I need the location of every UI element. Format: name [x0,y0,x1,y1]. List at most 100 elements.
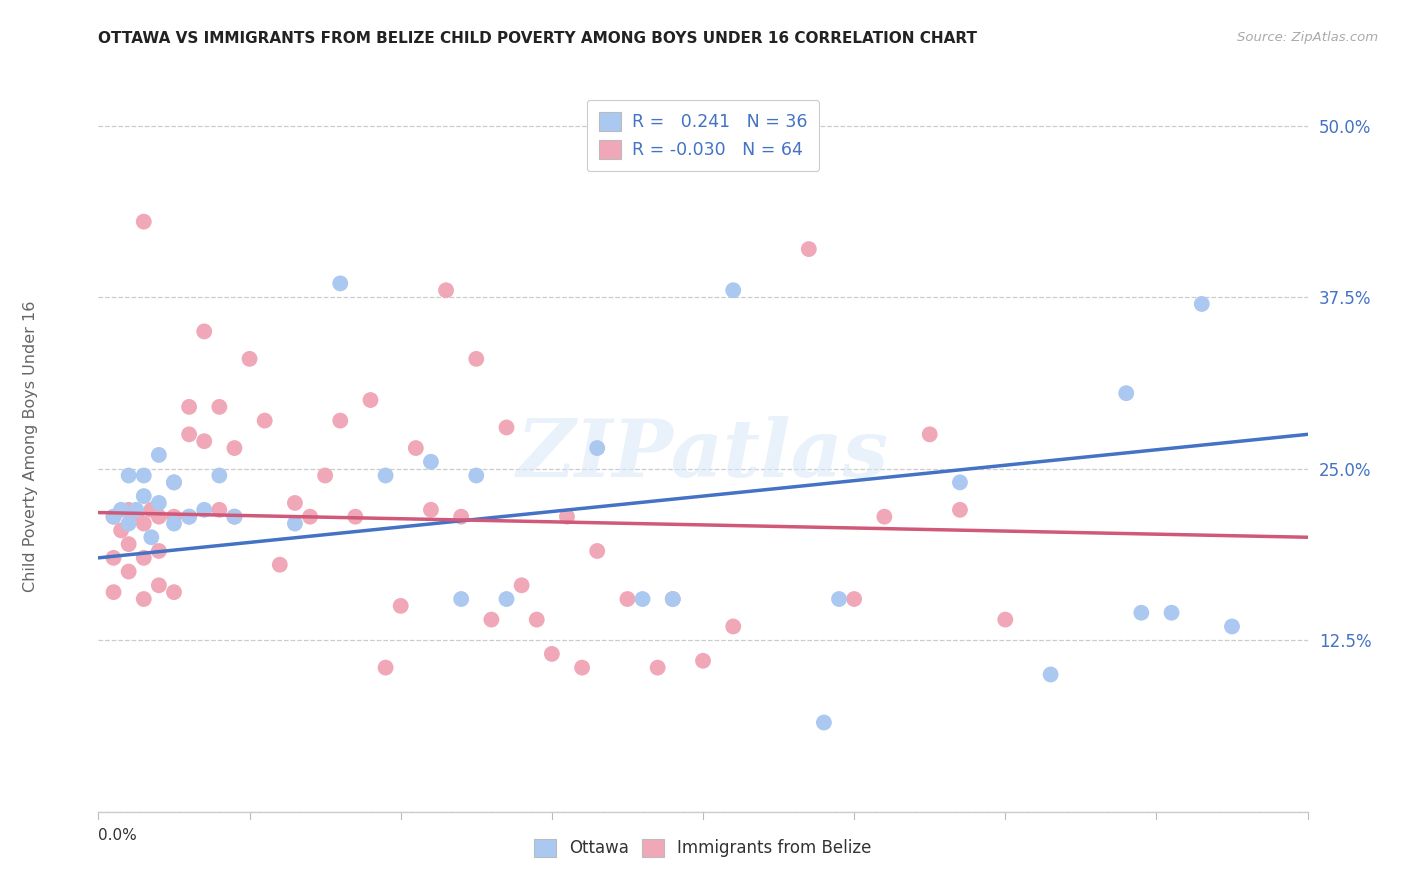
Point [510,578,533,592]
Point [540,647,562,661]
Point [555,509,578,524]
Point [284,496,307,510]
Point [193,434,215,449]
Point [586,441,609,455]
Point [465,468,488,483]
Text: Child Poverty Among Boys Under 16: Child Poverty Among Boys Under 16 [24,301,38,591]
Point [450,592,472,607]
Point [125,503,148,517]
Text: ZIPatlas: ZIPatlas [517,417,889,493]
Point [661,592,683,607]
Point [118,537,141,551]
Point [723,283,745,297]
Point [163,475,186,490]
Point [419,455,441,469]
Point [359,392,381,407]
Point [344,509,367,524]
Point [148,509,170,524]
Point [163,475,186,490]
Point [434,283,457,297]
Point [224,441,246,455]
Text: OTTAWA VS IMMIGRANTS FROM BELIZE CHILD POVERTY AMONG BOYS UNDER 16 CORRELATION C: OTTAWA VS IMMIGRANTS FROM BELIZE CHILD P… [98,31,977,46]
Point [465,351,488,366]
Point [118,503,141,517]
Point [299,509,322,524]
Point [110,503,132,517]
Point [768,112,790,126]
Point [389,599,412,613]
Point [132,489,155,503]
Point [495,592,517,607]
Point [148,448,170,462]
Point [1220,619,1243,633]
Point [329,277,352,291]
Point [179,509,201,524]
Point [118,468,141,483]
Point [132,550,155,565]
Point [873,509,896,524]
Point [994,613,1017,627]
Point [1130,606,1153,620]
Point [526,613,548,627]
Point [692,654,714,668]
Point [284,516,307,531]
Point [132,214,155,228]
Point [125,509,148,524]
Point [647,660,669,674]
Text: Source: ZipAtlas.com: Source: ZipAtlas.com [1237,31,1378,45]
Text: 0.0%: 0.0% [98,829,138,843]
Point [253,414,276,428]
Point [269,558,291,572]
Point [103,509,125,524]
Point [479,613,503,627]
Point [103,585,125,599]
Point [208,503,231,517]
Point [141,503,163,517]
Point [949,503,972,517]
Point [224,509,246,524]
Point [141,530,163,544]
Point [103,550,125,565]
Point [239,351,262,366]
Point [132,516,155,531]
Point [208,468,231,483]
Point [1039,667,1062,681]
Point [163,516,186,531]
Point [495,420,517,434]
Point [1160,606,1182,620]
Point [314,468,336,483]
Point [329,414,352,428]
Point [179,509,201,524]
Point [813,715,835,730]
Point [179,427,201,442]
Point [110,524,132,538]
Point [586,544,609,558]
Point [450,509,472,524]
Point [193,325,215,339]
Point [148,578,170,592]
Point [918,427,941,442]
Point [616,592,638,607]
Point [179,400,201,414]
Point [374,660,396,674]
Point [163,585,186,599]
Point [405,441,427,455]
Point [661,592,683,607]
Point [193,503,215,517]
Point [1115,386,1137,401]
Point [132,468,155,483]
Point [374,468,396,483]
Point [118,516,141,531]
Point [631,592,654,607]
Point [723,619,745,633]
Point [103,509,125,524]
Point [571,660,593,674]
Point [118,565,141,579]
Point [419,503,441,517]
Point [148,544,170,558]
Point [844,592,866,607]
Point [828,592,851,607]
Point [949,475,972,490]
Legend: Ottawa, Immigrants from Belize: Ottawa, Immigrants from Belize [527,832,879,864]
Point [208,400,231,414]
